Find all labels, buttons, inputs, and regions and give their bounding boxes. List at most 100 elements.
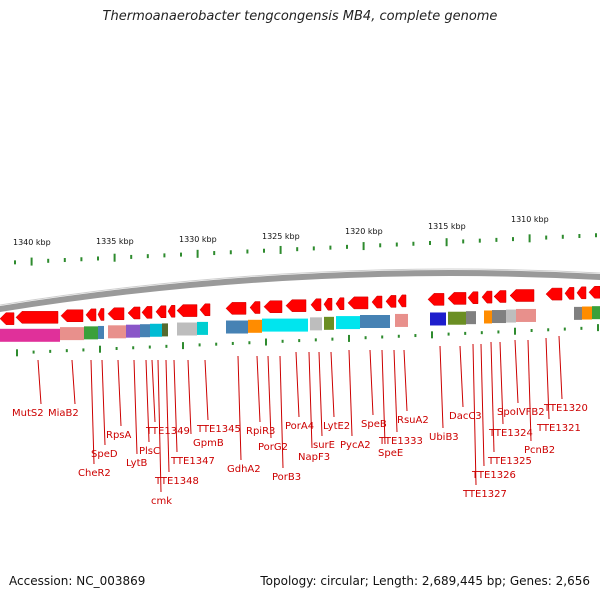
gene-arrow — [371, 295, 383, 309]
lower-tick — [597, 324, 599, 332]
leader-line — [439, 345, 444, 429]
scale-tick — [595, 233, 597, 238]
kbp-scale: 1340 kbp 1335 kbp 1330 kbp 1325 kbp 1320 kbp… — [13, 215, 549, 247]
lower-tick — [115, 346, 118, 350]
lower-tick — [132, 346, 135, 350]
leader-line — [37, 359, 42, 405]
feature-bar — [140, 324, 150, 338]
lower-tick — [464, 331, 467, 335]
feature-bar — [506, 309, 516, 323]
gene-label: TTE1326 — [471, 470, 516, 481]
gene-label: PorB3 — [272, 472, 301, 483]
kbp-label: 1325 kbp — [262, 232, 300, 241]
gene-label: NapF3 — [298, 452, 330, 463]
scale-tick — [445, 238, 448, 247]
leader-line — [308, 351, 313, 449]
scale-tick — [14, 260, 16, 265]
leader-line — [237, 355, 242, 461]
gene-label: TTE1345 — [196, 424, 241, 435]
leader-line — [204, 359, 209, 421]
lower-ticks — [16, 324, 599, 357]
gene-label: TTE1320 — [543, 403, 588, 414]
gene-label: TTE1333 — [378, 436, 423, 447]
leader-line — [558, 335, 563, 400]
gene-arrow — [467, 291, 479, 304]
gene-arrow — [167, 305, 176, 318]
gene-arrow — [564, 287, 575, 300]
gene-arrow — [397, 294, 407, 308]
feature-bar — [150, 323, 162, 337]
gene-arrow — [107, 307, 125, 321]
gene-arrow — [588, 285, 600, 299]
lower-tick — [231, 341, 234, 345]
leader-line — [318, 351, 323, 437]
scale-tick — [462, 239, 465, 244]
feature-bar — [98, 325, 104, 339]
leader-line — [330, 351, 335, 418]
leader-line — [499, 341, 504, 425]
genome-backbone-highlight — [0, 268, 600, 306]
lower-tick — [165, 344, 168, 348]
gene-label: SpoIVFB2 — [497, 407, 545, 418]
gene-label: CheR2 — [78, 468, 111, 479]
lower-tick — [182, 342, 184, 350]
scale-tick — [512, 237, 514, 242]
leader-line — [165, 359, 170, 473]
leader-line — [403, 349, 408, 412]
leader-line — [472, 343, 477, 486]
feature-bar — [126, 324, 140, 338]
scale-tick — [545, 235, 548, 240]
scale-tick — [97, 256, 99, 261]
gene-label: TTE1327 — [462, 489, 507, 500]
gene-label: TTE1347 — [170, 456, 215, 467]
kbp-label: 1320 kbp — [345, 227, 383, 236]
feature-bar — [484, 310, 492, 324]
leader-line — [490, 341, 495, 453]
gene-label: GpmB — [193, 438, 224, 449]
leader-line — [256, 355, 261, 423]
feature-bar — [197, 321, 208, 335]
scale-tick — [47, 258, 50, 263]
feature-bar — [592, 306, 600, 320]
leader-line — [393, 349, 398, 433]
gene-arrow — [199, 303, 211, 317]
gene-label: UbiB3 — [429, 432, 459, 443]
scale-tick — [279, 245, 282, 254]
lower-tick — [447, 332, 450, 336]
leader-line — [117, 359, 122, 427]
leader-line — [90, 359, 95, 465]
leader-line — [381, 349, 386, 445]
leader-line — [295, 351, 300, 418]
kbp-label: 1315 kbp — [428, 222, 466, 231]
gene-label: TTE1324 — [488, 428, 533, 439]
scale-tick — [528, 234, 531, 243]
genome-info-text: Topology: circular; Length: 2,689,445 bp… — [260, 574, 590, 588]
lower-tick — [248, 341, 251, 345]
lower-tick — [99, 345, 101, 353]
gene-label: MutS2 — [12, 408, 44, 419]
gene-arrow — [481, 290, 493, 304]
feature-bar — [310, 317, 322, 331]
lower-tick — [49, 349, 52, 353]
gene-label: MiaB2 — [48, 408, 79, 419]
gene-label: SpeD — [91, 449, 118, 460]
feature-bar — [336, 316, 360, 330]
gene-arrow — [335, 297, 345, 310]
scale-tick — [130, 254, 133, 259]
lower-tick — [514, 327, 516, 335]
lower-tick — [298, 339, 301, 343]
feature-bar — [360, 315, 390, 328]
feature-bar — [162, 323, 168, 337]
scale-tick — [213, 251, 216, 256]
feature-bar — [0, 328, 60, 342]
gene-label: LytB — [126, 458, 147, 469]
gene-arrow — [97, 308, 105, 321]
gene-label: PorA4 — [285, 421, 314, 432]
gene-label: RpsA — [106, 430, 132, 441]
leader-line — [145, 359, 150, 443]
gene-arrow — [285, 299, 307, 312]
scale-tick — [30, 257, 33, 266]
genome-backbone — [0, 270, 600, 312]
